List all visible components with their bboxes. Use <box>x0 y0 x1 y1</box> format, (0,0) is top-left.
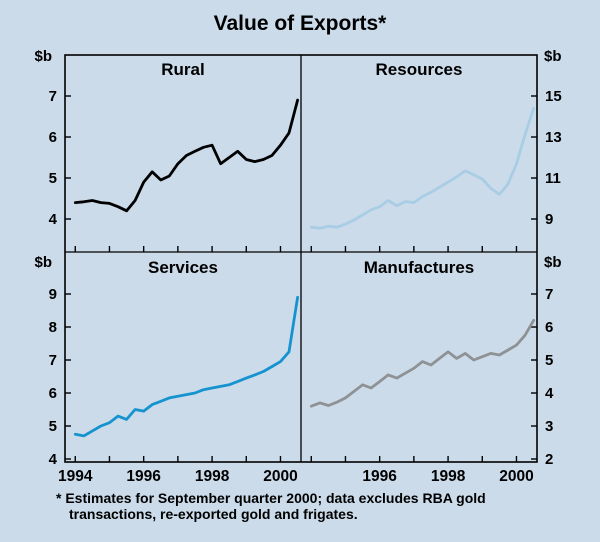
y-axis-unit-label-bottom-right: $b <box>544 254 562 271</box>
x-tick-label: 2000 <box>499 468 533 485</box>
manufactures-series-line <box>309 318 535 408</box>
y-axis-unit-label-top-left: $b <box>34 48 52 65</box>
resources-series-line <box>309 106 535 230</box>
y-tick-label: 9 <box>545 211 553 228</box>
y-tick-label: 4 <box>49 211 58 228</box>
y-tick-label: 5 <box>49 170 57 187</box>
y-axis-unit-label-top-right: $b <box>544 48 562 65</box>
panel-title-resources: Resources <box>375 60 463 79</box>
x-tick-label: 1998 <box>431 468 466 485</box>
y-tick-label: 15 <box>545 88 562 105</box>
chart-footnote: * Estimates for September quarter 2000; … <box>56 490 556 522</box>
services-series-line <box>73 295 300 438</box>
y-tick-label: 9 <box>49 286 57 303</box>
x-tick-label: 1998 <box>195 468 230 485</box>
footnote-line-1: * Estimates for September quarter 2000; … <box>56 490 486 506</box>
y-tick-label: 11 <box>545 170 561 187</box>
rural-series-line <box>73 98 300 213</box>
y-tick-label: 3 <box>545 418 553 435</box>
x-tick-label: 2000 <box>263 468 297 485</box>
y-tick-label: 8 <box>49 319 57 336</box>
x-tick-label: 1994 <box>58 468 93 485</box>
x-tick-label: 1996 <box>126 468 161 485</box>
y-tick-label: 4 <box>49 451 58 468</box>
y-tick-label: 6 <box>49 129 57 146</box>
y-tick-label: 7 <box>49 352 57 369</box>
chart-title: Value of Exports* <box>213 12 387 35</box>
x-tick-label: 1996 <box>362 468 397 485</box>
y-tick-label: 7 <box>545 286 553 303</box>
y-tick-label: 7 <box>49 88 57 105</box>
y-tick-label: 4 <box>545 385 554 402</box>
y-tick-label: 5 <box>545 352 553 369</box>
panel-title-services: Services <box>148 258 218 277</box>
y-axis-unit-label-bottom-left: $b <box>34 254 52 271</box>
footnote-line-2: transactions, re-exported gold and friga… <box>69 506 358 522</box>
y-tick-label: 13 <box>545 129 562 146</box>
y-tick-label: 5 <box>49 418 57 435</box>
y-tick-label: 2 <box>545 451 553 468</box>
panel-title-manufactures: Manufactures <box>363 258 475 277</box>
y-tick-label: 6 <box>545 319 553 336</box>
y-tick-label: 6 <box>49 385 57 402</box>
panel-title-rural: Rural <box>161 60 205 79</box>
